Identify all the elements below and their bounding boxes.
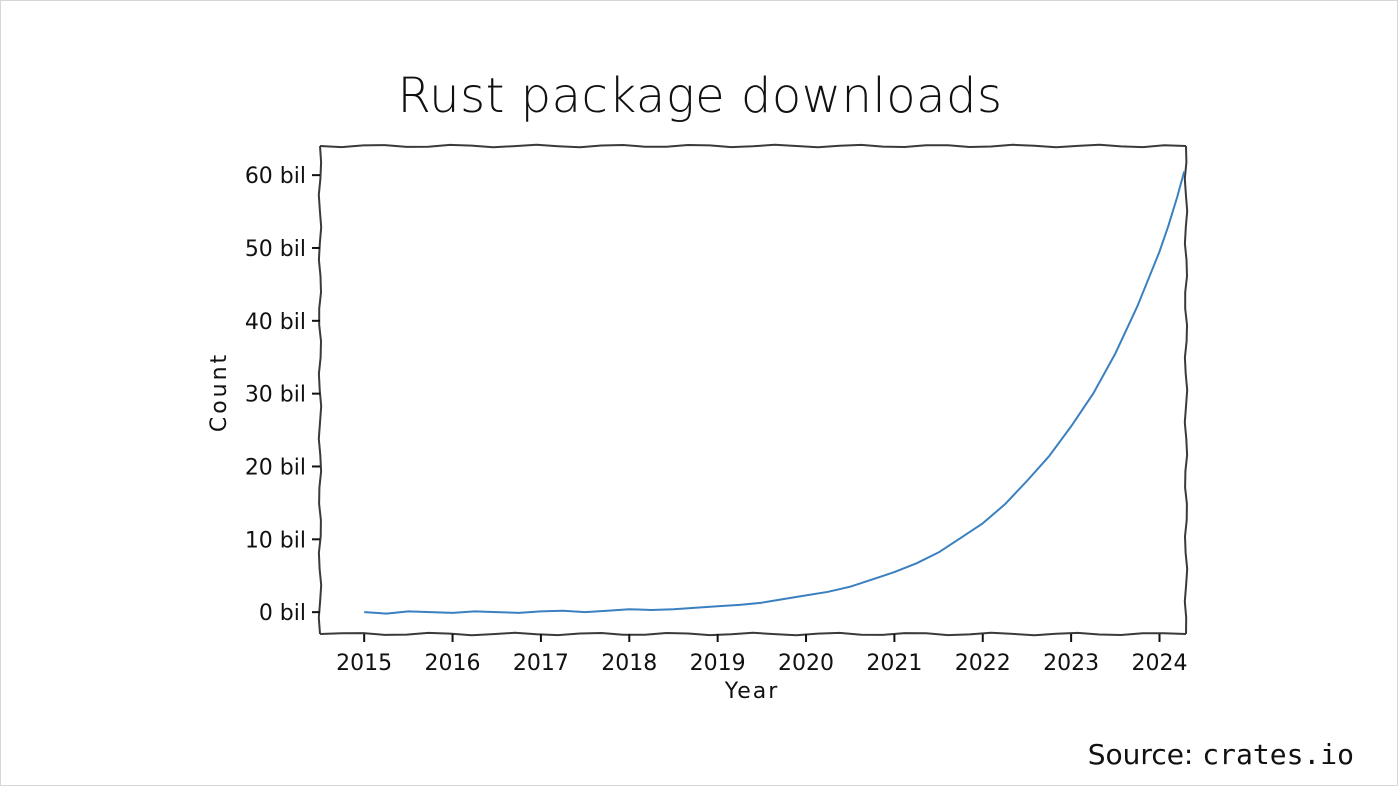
x-tick-label: 2018 [601,651,657,676]
source-site: crates.io [1202,738,1354,771]
plot-frame [317,143,1189,637]
x-tick-label: 2019 [690,651,746,676]
y-tick-label: 30 bil [245,383,306,408]
source-caption: Source: crates.io [1088,738,1354,771]
y-tick-label: 20 bil [245,455,306,480]
x-tick-label: 2015 [336,651,392,676]
series-line [364,171,1186,615]
y-tick-label: 10 bil [245,528,306,553]
x-tick-label: 2021 [866,651,922,676]
x-tick-label: 2024 [1131,651,1187,676]
y-tick-label: 0 bil [259,601,306,626]
x-tick-label: 2023 [1043,651,1099,676]
x-tick-label: 2016 [425,651,481,676]
x-axis-label: Year [724,679,780,704]
y-tick-label: 40 bil [245,310,306,335]
x-tick-label: 2022 [955,651,1011,676]
x-tick-label: 2020 [778,651,834,676]
source-prefix: Source: [1087,738,1203,771]
y-tick-label: 60 bil [245,164,306,189]
y-tick-label: 50 bil [245,237,306,262]
chart-title: Rust package downloads [397,68,1003,124]
x-tick-label: 2017 [513,651,569,676]
y-axis-label: Count [207,352,232,432]
y-axis-ticks: 0 bil 10 bil 20 bil 30 bil 40 bil 50 bil 60 bi… [245,164,320,626]
x-axis-ticks: 2015 2016 2017 2018 2019 2020 2021 2022 2023 2024 [336,634,1187,676]
